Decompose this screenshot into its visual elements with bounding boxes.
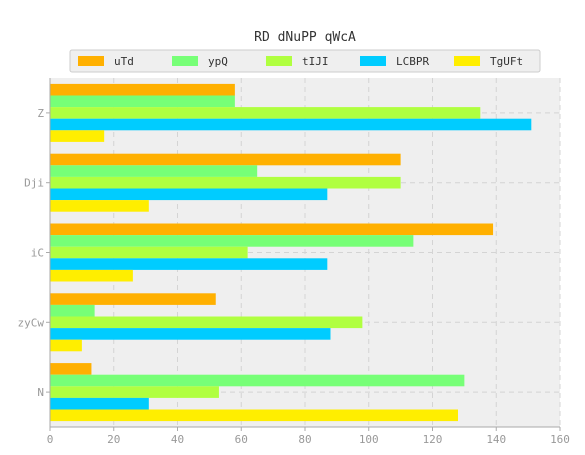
bar-utd-zycw bbox=[50, 293, 216, 305]
x-tick-label-20: 20 bbox=[107, 433, 120, 446]
bar-lcbpr-zycw bbox=[50, 328, 331, 340]
bar-utd-z bbox=[50, 83, 235, 96]
x-tick-label-40: 40 bbox=[171, 433, 184, 446]
y-tick-label-n: N bbox=[37, 386, 44, 399]
bar-ypq-z bbox=[50, 95, 235, 108]
x-tick-label-80: 80 bbox=[298, 433, 311, 446]
legend-label-lcbpr: LCBPR bbox=[396, 55, 429, 68]
x-tick-label-140: 140 bbox=[486, 433, 506, 446]
legend-label-ypq: ypQ bbox=[208, 55, 228, 68]
bar-lcbpr-z bbox=[50, 118, 532, 131]
legend-label-utd: uTd bbox=[114, 55, 134, 68]
legend-label-tiji: tIJI bbox=[302, 55, 329, 68]
bar-utd-n bbox=[50, 363, 92, 375]
legend-swatch-utd bbox=[78, 56, 104, 66]
legend-swatch-lcbpr bbox=[360, 56, 386, 66]
bar-tiji-dji bbox=[50, 176, 401, 189]
bar-ypq-zycw bbox=[50, 304, 95, 317]
x-tick-label-120: 120 bbox=[423, 433, 443, 446]
bar-tiji-ic bbox=[50, 246, 248, 259]
chart-title: RD dNuPP qWcA bbox=[254, 30, 356, 45]
x-tick-label-0: 0 bbox=[47, 433, 54, 446]
axes: 0 20 40 60 80 100 120 140 160 Z Dji iC zyCw N bbox=[18, 78, 570, 446]
bar-tguft-dji bbox=[50, 200, 149, 212]
x-tick-label-60: 60 bbox=[235, 433, 248, 446]
bar-tguft-z bbox=[50, 130, 105, 142]
legend-swatch-tiji bbox=[266, 56, 292, 66]
bar-tguft-ic bbox=[50, 269, 133, 282]
bar-lcbpr-dji bbox=[50, 188, 328, 201]
legend: uTd ypQ tIJI LCBPR TgUFt bbox=[69, 49, 541, 73]
bar-tiji-n bbox=[50, 386, 219, 398]
legend-label-tguft: TgUFt bbox=[490, 55, 523, 68]
bar-utd-dji bbox=[50, 153, 401, 166]
bar-ypq-n bbox=[50, 374, 465, 387]
y-tick-label-ic: iC bbox=[31, 247, 44, 260]
bar-tguft-zycw bbox=[50, 339, 82, 352]
bar-utd-ic bbox=[50, 223, 494, 236]
y-tick-label-dji: Dji bbox=[24, 177, 44, 190]
x-tick-label-160: 160 bbox=[550, 433, 570, 446]
legend-box bbox=[69, 49, 541, 73]
legend-swatch-ypq bbox=[172, 56, 198, 66]
bar-tiji-zycw bbox=[50, 316, 363, 329]
bars bbox=[50, 83, 532, 422]
bar-lcbpr-ic bbox=[50, 258, 328, 270]
x-tick-label-100: 100 bbox=[359, 433, 379, 446]
legend-swatch-tguft bbox=[454, 56, 480, 66]
y-tick-label-zycw: zyCw bbox=[18, 316, 45, 329]
bar-ypq-ic bbox=[50, 235, 414, 247]
bar-ypq-dji bbox=[50, 165, 258, 177]
bar-tguft-n bbox=[50, 409, 458, 422]
y-tick-label-z: Z bbox=[37, 107, 44, 120]
bar-tiji-z bbox=[50, 107, 481, 119]
bar-lcbpr-n bbox=[50, 397, 149, 410]
